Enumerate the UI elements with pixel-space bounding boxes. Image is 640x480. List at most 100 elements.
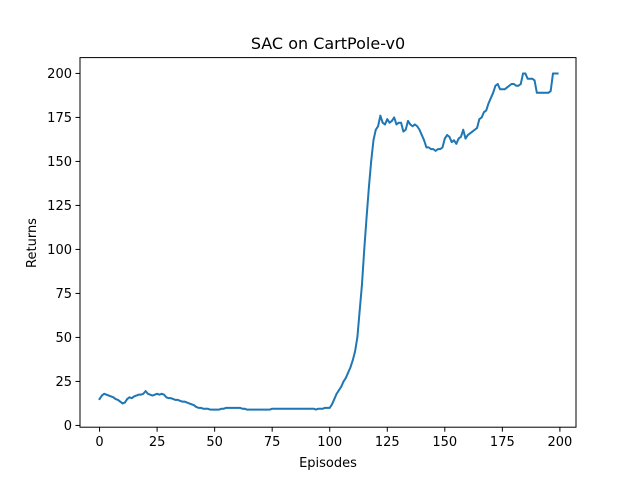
data-point <box>342 380 345 383</box>
y-tick-label: 175 <box>47 111 72 126</box>
data-point <box>232 406 234 409</box>
data-point <box>524 72 527 75</box>
data-point <box>549 90 552 92</box>
data-point <box>128 396 131 399</box>
data-point <box>262 408 264 411</box>
data-point <box>473 128 476 131</box>
x-tick-label: 100 <box>317 435 342 450</box>
data-point <box>340 385 343 388</box>
y-tick-label: 150 <box>47 155 72 170</box>
data-point <box>248 408 251 411</box>
data-point <box>335 392 338 395</box>
data-point <box>234 406 237 409</box>
data-point <box>448 135 451 138</box>
x-axis: 0 25 50 75 100 125 150 175 200 <box>95 427 572 450</box>
data-point <box>165 396 168 399</box>
data-point <box>552 72 554 75</box>
data-point <box>377 125 379 128</box>
data-point <box>216 408 218 411</box>
data-point <box>298 407 301 410</box>
data-point <box>554 72 557 75</box>
x-axis-title: Episodes <box>299 456 357 471</box>
data-point <box>446 134 449 136</box>
data-point <box>365 216 368 219</box>
data-point <box>372 139 375 142</box>
data-point <box>105 393 108 396</box>
data-point <box>402 130 405 133</box>
data-point <box>404 128 407 131</box>
data-point <box>209 408 211 411</box>
data-point <box>328 406 331 409</box>
data-point <box>317 407 320 410</box>
data-point <box>512 83 515 85</box>
data-point <box>379 114 382 117</box>
data-point <box>367 186 370 189</box>
data-point <box>443 137 446 140</box>
data-point <box>349 366 352 369</box>
x-tick-label: 125 <box>375 435 400 450</box>
data-point <box>227 406 230 409</box>
data-point <box>430 148 432 151</box>
data-point <box>255 408 257 411</box>
data-point <box>455 142 458 145</box>
data-point <box>98 398 101 400</box>
data-point <box>257 408 260 411</box>
data-point <box>370 160 373 163</box>
data-point <box>229 406 232 409</box>
y-axis-title: Returns <box>25 218 40 268</box>
data-point <box>453 139 455 142</box>
data-point <box>275 407 278 410</box>
series-layer <box>98 72 559 411</box>
data-point <box>137 393 140 396</box>
data-point <box>351 359 354 362</box>
data-point <box>418 128 421 131</box>
data-point <box>321 407 324 410</box>
data-point <box>519 83 522 85</box>
data-point <box>158 393 161 396</box>
data-point <box>121 402 124 405</box>
data-point <box>333 398 336 400</box>
data-point <box>326 406 329 409</box>
data-point <box>388 121 391 124</box>
data-point <box>211 408 214 411</box>
data-point <box>496 83 499 85</box>
data-point <box>492 91 495 94</box>
x-tick-label: 50 <box>206 435 223 450</box>
chart-title: SAC on CartPole-v0 <box>251 34 405 53</box>
data-point <box>483 111 485 114</box>
data-point <box>464 137 467 140</box>
data-point <box>503 88 506 91</box>
data-point <box>114 398 117 400</box>
data-point <box>225 406 228 409</box>
data-point <box>252 408 255 411</box>
data-point <box>361 283 363 286</box>
data-point <box>195 406 198 408</box>
data-point <box>533 79 536 82</box>
x-tick-label: 150 <box>432 435 457 450</box>
data-point <box>243 407 246 410</box>
data-point <box>363 248 366 251</box>
data-point <box>522 72 524 75</box>
data-point <box>271 407 274 410</box>
data-point <box>112 396 115 399</box>
data-point <box>239 406 241 409</box>
data-point <box>170 397 172 400</box>
data-point <box>517 84 520 87</box>
data-point <box>413 123 416 126</box>
data-point <box>515 84 518 87</box>
data-point <box>425 146 428 149</box>
data-point <box>409 123 412 126</box>
data-point <box>183 400 186 403</box>
data-point <box>427 146 430 149</box>
data-point <box>400 121 402 124</box>
data-point <box>457 137 460 140</box>
data-point <box>294 407 297 410</box>
data-point <box>460 135 462 138</box>
data-point <box>556 72 559 75</box>
data-point <box>280 407 283 410</box>
data-point <box>542 91 545 94</box>
data-point <box>241 407 244 410</box>
data-point <box>358 310 361 312</box>
data-point <box>487 102 490 105</box>
y-tick-label: 100 <box>47 243 72 258</box>
